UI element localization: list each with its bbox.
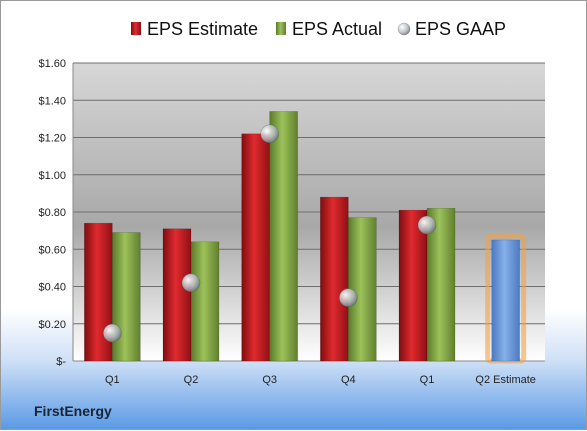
x-tick-label: Q3: [262, 374, 277, 386]
x-tick-label: Q2: [184, 374, 199, 386]
legend-label: EPS GAAP: [415, 19, 506, 39]
bar-eps-actual: [269, 111, 298, 362]
y-tick-label: $0.40: [38, 282, 66, 294]
marker-eps-gaap: [103, 323, 122, 343]
brand-label: FirstEnergy: [34, 403, 112, 419]
legend-label: EPS Estimate: [147, 19, 258, 39]
y-tick-label: $0.20: [38, 319, 66, 331]
marker-eps-gaap: [260, 124, 279, 144]
marker-eps-gaap: [339, 288, 358, 307]
marker-eps-gaap: [181, 273, 201, 293]
bar-eps-estimate: [398, 209, 428, 362]
y-tick-label: $1.20: [38, 133, 66, 145]
y-tick-label: $-: [56, 356, 66, 368]
x-tick-label: Q1: [420, 374, 435, 386]
bar-eps-estimate: [162, 228, 192, 362]
x-tick-label: Q2 Estimate: [475, 374, 536, 386]
y-tick-label: $1.40: [38, 95, 66, 107]
legend-swatch: [276, 22, 286, 35]
y-tick-label: $1.00: [38, 170, 66, 182]
bar-eps-actual: [426, 208, 456, 362]
bar-eps-estimate: [320, 196, 349, 362]
legend-label: EPS Actual: [292, 19, 382, 39]
x-tick-label: Q1: [105, 374, 120, 386]
bar-eps-actual: [190, 241, 220, 362]
y-tick-label: $0.60: [38, 244, 66, 256]
bar-eps-estimate: [241, 133, 270, 362]
bar-eps-actual: [112, 232, 141, 362]
legend-swatch: [397, 22, 411, 36]
y-tick-label: $0.80: [38, 207, 66, 219]
legend-swatch: [131, 22, 141, 35]
marker-eps-gaap: [417, 215, 437, 235]
y-tick-label: $1.60: [38, 58, 66, 70]
bar-projection: [491, 239, 520, 362]
x-tick-label: Q4: [341, 374, 356, 386]
bar-eps-actual: [348, 217, 377, 362]
